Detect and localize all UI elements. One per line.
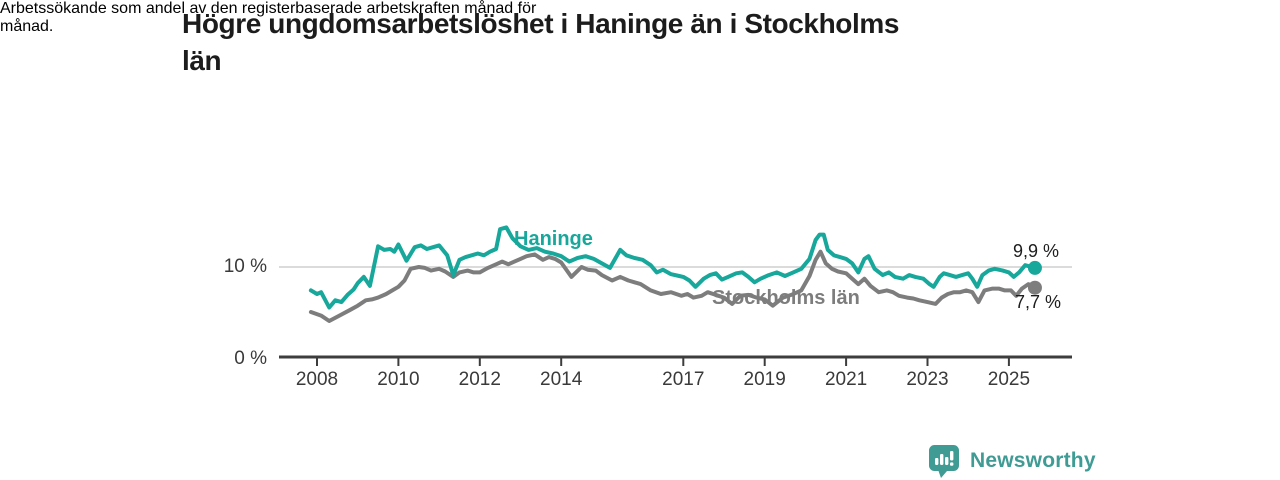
x-axis-tick-label-2023: 2023 bbox=[906, 369, 949, 390]
y-axis-tick-label-10: 10 % bbox=[223, 256, 267, 277]
y-axis-tick-label-0: 0 % bbox=[234, 348, 267, 369]
end-dot-stockholms-lan bbox=[1027, 280, 1042, 295]
series-label-haninge: Haninge bbox=[514, 228, 593, 250]
x-axis-tick-label-2008: 2008 bbox=[295, 369, 339, 390]
x-axis-tick-label-2021: 2021 bbox=[824, 369, 868, 390]
newsworthy-bubble-barchart-icon bbox=[929, 445, 959, 478]
x-axis-tick-label-2010: 2010 bbox=[377, 369, 420, 390]
end-value-label-stockholms-lan: 7,7 % bbox=[1015, 292, 1062, 312]
newsworthy-logo-text: Newsworthy bbox=[970, 449, 1096, 472]
series-line-haninge bbox=[308, 225, 1037, 310]
x-axis-tick-label-2014: 2014 bbox=[540, 369, 583, 390]
series-label-stockholms-lan: Stockholms län bbox=[712, 287, 860, 309]
chart-subtitle-line-1: Arbetssökande som andel av den registerb… bbox=[0, 0, 537, 17]
x-axis-tick-label-2017: 2017 bbox=[662, 369, 705, 390]
newsworthy-logo: Newsworthy bbox=[928, 444, 1096, 478]
chart-subtitle-line-2: månad. bbox=[0, 18, 54, 35]
end-value-label-haninge: 9,9 % bbox=[1013, 241, 1060, 261]
x-axis-tick-label-2012: 2012 bbox=[458, 369, 501, 390]
x-axis-tick-label-2025: 2025 bbox=[987, 369, 1031, 390]
end-dot-haninge bbox=[1027, 260, 1042, 275]
x-axis-tick-label-2019: 2019 bbox=[743, 369, 786, 390]
chart-title-line-1: Högre ungdomsarbetslöshet i Haninge än i… bbox=[182, 8, 900, 39]
chart-title: Högre ungdomsarbetslöshet i Haninge än i… bbox=[182, 5, 1102, 79]
series-line-stockholms-lan bbox=[308, 249, 1037, 323]
chart-title-line-2: län bbox=[182, 45, 222, 76]
